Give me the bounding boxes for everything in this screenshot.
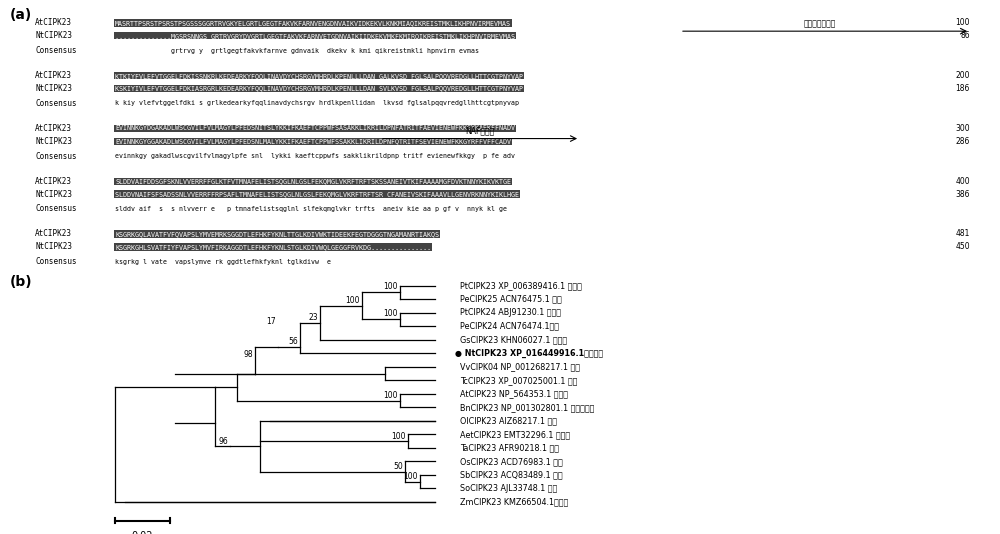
Text: 481: 481 — [956, 230, 970, 239]
Text: SoCIPK23 AJL33748.1 甘蔗: SoCIPK23 AJL33748.1 甘蔗 — [460, 484, 557, 493]
Text: AtCIPK23 NP_564353.1 拟南芥: AtCIPK23 NP_564353.1 拟南芥 — [460, 389, 568, 398]
Text: VvCIPK04 NP_001268217.1 葡萄: VvCIPK04 NP_001268217.1 葡萄 — [460, 362, 580, 371]
Text: 100: 100 — [384, 282, 398, 291]
Text: 56: 56 — [288, 337, 298, 346]
Text: EVINNKGYDGAKADLWSCGVILFVLMAGYLPFEDSNITSLYKKIFKAEFTCPPWFSASAKKLIKRILDPNFATRITFAEV: EVINNKGYDGAKADLWSCGVILFVLMAGYLPFEDSNITSL… — [115, 125, 515, 131]
Text: NtCIPK23: NtCIPK23 — [35, 84, 72, 93]
Text: 300: 300 — [955, 124, 970, 133]
Text: Consensus: Consensus — [35, 152, 77, 161]
Text: AtCIPK23: AtCIPK23 — [35, 230, 72, 239]
Text: PeCIPK25 ACN76475.1 胡杨: PeCIPK25 ACN76475.1 胡杨 — [460, 295, 562, 304]
Text: evinnkgy gakadlwscgvilfvlmagylpfe snl  lykki kaeftcppwfs sakklikrildpnp tritf ev: evinnkgy gakadlwscgvilfvlmagylpfe snl ly… — [115, 153, 515, 159]
Text: 96: 96 — [218, 437, 228, 446]
Text: KSGRKGQLAVATFVFQVAPSLYMVEMRKSGGDTLEFHKFYKNLTTGLKDIVWKTIDEEKFEGTDGGGTNGAMANRTIAKQ: KSGRKGQLAVATFVFQVAPSLYMVEMRKSGGDTLEFHKFY… — [115, 231, 439, 237]
Text: OsCIPK23 ACD76983.1 水稺: OsCIPK23 ACD76983.1 水稺 — [460, 457, 563, 466]
Text: TcCIPK23 XP_007025001.1 可可: TcCIPK23 XP_007025001.1 可可 — [460, 376, 577, 385]
Text: 100: 100 — [392, 431, 406, 441]
Text: NtCIPK23: NtCIPK23 — [35, 190, 72, 199]
Text: KSKIYIVLEFVTGGELFDKIASRGRLKEDEARKYFQQLINAVDYCHSRGVMHRDLKPENLLLDAN SVLKVSD FGLSAL: KSKIYIVLEFVTGGELFDKIASRGRLKEDEARKYFQQLIN… — [115, 85, 523, 91]
Text: ZmCIPK23 KMZ66504.1大叶藻: ZmCIPK23 KMZ66504.1大叶藻 — [460, 498, 568, 506]
Text: GsCIPK23 KHN06027.1 野大豆: GsCIPK23 KHN06027.1 野大豆 — [460, 335, 567, 344]
Text: SLDDVNAIFSFSADSSNLVVERRFFRPSAFLTMNAFELISTSQGLNLGSLFEKQMGLVKRFTRFTSR CFANEIVSKIFA: SLDDVNAIFSFSADSSNLVVERRFFRPSAFLTMNAFELIS… — [115, 191, 519, 197]
Text: Consensus: Consensus — [35, 257, 77, 266]
Text: 98: 98 — [243, 350, 253, 359]
Text: SbCIPK23 ACQ83489.1 高粱: SbCIPK23 ACQ83489.1 高粱 — [460, 470, 563, 480]
Text: grtrvg y  grtlgegtfakvkfarnve gdnvaik  dkekv k kmi qikreistmkli hpnvirm evmas: grtrvg y grtlgegtfakvkfarnve gdnvaik dke… — [115, 48, 479, 53]
Text: slddv aif  s  s nlvverr e   p tmnafelistsqglnl slfekqmglvkr trfts  aneiv kie aa : slddv aif s s nlvverr e p tmnafelistsqgl… — [115, 206, 507, 212]
Text: PtCIPK23 XP_006389416.1 毛果杨: PtCIPK23 XP_006389416.1 毛果杨 — [460, 281, 582, 290]
Text: AetCIPK23 EMT32296.1 山羊草: AetCIPK23 EMT32296.1 山羊草 — [460, 430, 570, 439]
Text: 400: 400 — [955, 177, 970, 186]
Text: 蛋白激酶激活环: 蛋白激酶激活环 — [804, 19, 836, 28]
Text: NAF结构域: NAF结构域 — [465, 127, 495, 136]
Text: Consensus: Consensus — [35, 205, 77, 214]
Text: 286: 286 — [956, 137, 970, 146]
Text: 100: 100 — [346, 296, 360, 304]
Text: EVINNKGYGGAKADLWSCGVILFVLMAGYLPFEDSNLMALYKKIFKAEFTCPPWFSSAKKLIKRILDPNFQTRITFSEVI: EVINNKGYGGAKADLWSCGVILFVLMAGYLPFEDSNLMAL… — [115, 138, 511, 144]
Text: (b): (b) — [10, 275, 33, 289]
Text: k kiy vlefvtggelfdki s grlkedearkyfqqlinavdychsrgv hrdlkpenllidan  lkvsd fglsalp: k kiy vlefvtggelfdki s grlkedearkyfqqlin… — [115, 100, 519, 106]
Text: 23: 23 — [308, 313, 318, 323]
Text: NtCIPK23: NtCIPK23 — [35, 242, 72, 252]
Text: AtCIPK23: AtCIPK23 — [35, 18, 72, 27]
Text: 100: 100 — [384, 391, 398, 400]
Text: 86: 86 — [960, 32, 970, 40]
Text: 17: 17 — [266, 317, 276, 326]
Text: NtCIPK23: NtCIPK23 — [35, 32, 72, 40]
Text: SLDDVAIFDDSGFSKNLVVERRFFGLKTFVTMNAFELISTSQGLNLGSLFEKQMGLVKRFTRFTSKSSANEIVTKIFAAA: SLDDVAIFDDSGFSKNLVVERRFFGLKTFVTMNAFELIST… — [115, 178, 511, 184]
Text: 200: 200 — [956, 71, 970, 80]
Text: PeCIPK24 ACN76474.1胡杨: PeCIPK24 ACN76474.1胡杨 — [460, 322, 559, 331]
Text: 186: 186 — [956, 84, 970, 93]
Text: 50: 50 — [393, 462, 403, 471]
Text: KSGRKGHLSVATFIYFVAPSLYMVFIRKAGGDTLEFHKFYKNLSTGLKDIVWQLGEGGFRVKDG...............: KSGRKGHLSVATFIYFVAPSLYMVFIRKAGGDTLEFHKFY… — [115, 244, 431, 250]
Text: PtCIPK24 ABJ91230.1 毛果杨: PtCIPK24 ABJ91230.1 毛果杨 — [460, 308, 561, 317]
Text: 0.02: 0.02 — [132, 531, 153, 534]
Text: Consensus: Consensus — [35, 99, 77, 108]
Text: MASRTTPSRSTPSRSTPSGSSSGGRTRVGKYELGRTLGEGTFAKVKFARNVENGDNVAIKVIDKEKVLKNKMIAQIKREI: MASRTTPSRSTPSRSTPSGSSSGGRTRVGKYELGRTLGEG… — [115, 20, 511, 26]
Text: 100: 100 — [404, 472, 418, 481]
Text: 386: 386 — [956, 190, 970, 199]
Text: KTKIYFVLEFVTGGELFDKISSNKRLKEDEARKYFQQLINAVDYCHSRGVMHRDLKPENLLLDAN GALKVSD FGLSAL: KTKIYFVLEFVTGGELFDKISSNKRLKEDEARKYFQQLIN… — [115, 73, 523, 78]
Text: 100: 100 — [956, 18, 970, 27]
Text: ● NtCIPK23 XP_016449916.1普通烟草: ● NtCIPK23 XP_016449916.1普通烟草 — [455, 349, 603, 358]
Text: TaCIPK23 AFR90218.1 小麦: TaCIPK23 AFR90218.1 小麦 — [460, 443, 559, 452]
Text: AtCIPK23: AtCIPK23 — [35, 71, 72, 80]
Text: AtCIPK23: AtCIPK23 — [35, 124, 72, 133]
Text: NtCIPK23: NtCIPK23 — [35, 137, 72, 146]
Text: OlCIPK23 AIZ68217.1 海葱: OlCIPK23 AIZ68217.1 海葱 — [460, 417, 557, 426]
Text: ksgrkg l vate  vapslymve rk ggdtlefhkfyknl tglkdivw  e: ksgrkg l vate vapslymve rk ggdtlefhkfykn… — [115, 258, 331, 265]
Text: ..............MGSRSNNGS GRTRVGRYDVGRTLGEGTFAKVKFARNVETGDNVAIKIIDKEKVMKFKMIRQIKRE: ..............MGSRSNNGS GRTRVGRYDVGRTLGE… — [115, 33, 515, 39]
Text: Consensus: Consensus — [35, 46, 77, 55]
Text: AtCIPK23: AtCIPK23 — [35, 177, 72, 186]
Text: (a): (a) — [10, 9, 32, 22]
Text: BnCIPK23 NP_001302801.1 甘蓝型油菜: BnCIPK23 NP_001302801.1 甘蓝型油菜 — [460, 403, 594, 412]
Text: 450: 450 — [955, 242, 970, 252]
Text: 100: 100 — [384, 309, 398, 318]
